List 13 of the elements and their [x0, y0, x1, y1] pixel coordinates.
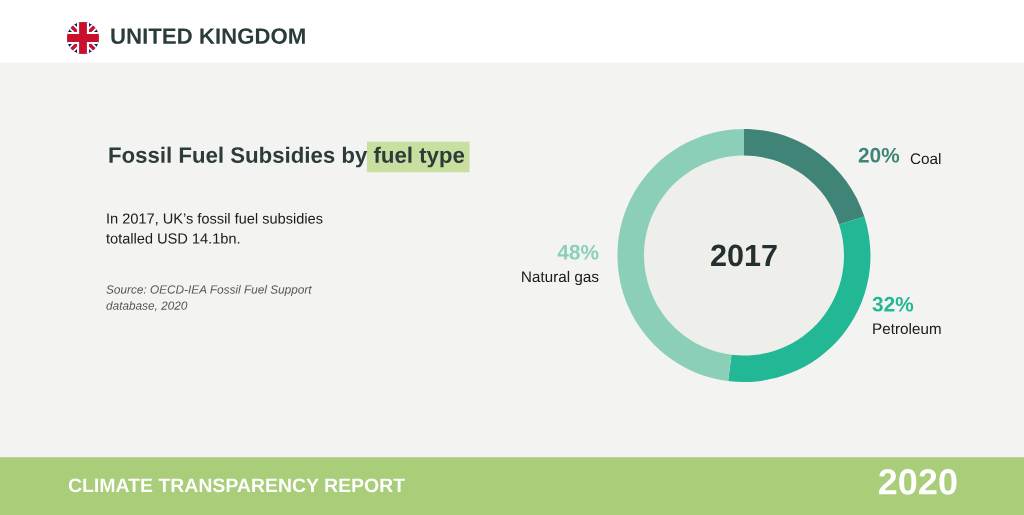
- slice-label: Natural gas: [522, 270, 599, 286]
- slice-label: Petroleum: [873, 322, 941, 335]
- slice-label: Coal: [910, 152, 941, 165]
- data-label: 48%: [557, 244, 599, 260]
- data-label: 32%: [872, 296, 914, 312]
- text: CLIMATE TRANSPARENCY REPORT: [68, 478, 405, 493]
- text: Fossil Fuel Subsidies by fuel type: [109, 146, 465, 168]
- data-label: 20%: [858, 147, 900, 163]
- text: UNITED KINGDOM: [111, 28, 305, 44]
- source-note: Source: OECD-IEA Fossil Fuel Support database, 2020: [106, 285, 312, 312]
- text: 2020: [878, 469, 957, 495]
- text: 2017: [711, 244, 777, 267]
- text: In 2017, UK’s fossil fuel subsidies totalled USD 14.1bn.: [106, 213, 323, 244]
